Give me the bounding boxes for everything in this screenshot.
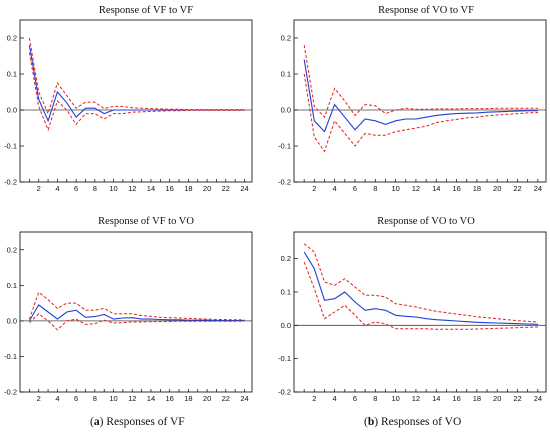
y-tick-label: 0.1 bbox=[281, 70, 291, 79]
x-tick-label: 12 bbox=[412, 184, 420, 193]
x-tick-label: 4 bbox=[333, 184, 337, 193]
y-tick-label: 0.1 bbox=[7, 70, 17, 79]
y-tick-label: -0.1 bbox=[278, 142, 291, 151]
y-tick-label: 0.0 bbox=[281, 321, 291, 330]
x-tick-label: 24 bbox=[240, 184, 248, 193]
chart-title: Response of VO to VF bbox=[378, 5, 474, 16]
x-tick-label: 18 bbox=[473, 394, 481, 403]
x-tick-label: 4 bbox=[333, 394, 337, 403]
x-tick-label: 18 bbox=[473, 184, 481, 193]
x-tick-label: 4 bbox=[55, 394, 59, 403]
chart-title: Response of VF to VF bbox=[99, 5, 193, 16]
response-line bbox=[303, 59, 538, 133]
x-tick-label: 16 bbox=[166, 394, 174, 403]
caption-a-label: a bbox=[93, 416, 100, 428]
chart-panel-3: Response of VF to VO-0.2-0.10.00.10.22 4 6… bbox=[4, 216, 253, 403]
upper-band-line bbox=[303, 45, 538, 119]
lower-band-line bbox=[303, 73, 538, 153]
x-tick-label: 16 bbox=[452, 184, 460, 193]
x-tick-label: 10 bbox=[109, 394, 117, 403]
chart-panel-4: Response of VO to VO-0.2-0.10.00.10.22 4 6… bbox=[278, 216, 547, 403]
chart-panel-1: Response of VF to VF-0.2-0.10.00.10.22 4 6… bbox=[4, 5, 253, 193]
x-tick-label: 14 bbox=[147, 184, 155, 193]
y-tick-label: 0.1 bbox=[7, 281, 17, 290]
x-tick-label: 6 bbox=[74, 394, 78, 403]
x-tick-label: 2 bbox=[312, 184, 316, 193]
x-tick-label: 22 bbox=[222, 394, 230, 403]
upper-band-line bbox=[303, 243, 538, 323]
x-tick-label: 8 bbox=[93, 394, 97, 403]
y-tick-label: 0.0 bbox=[281, 106, 291, 115]
x-tick-label: 10 bbox=[109, 184, 117, 193]
x-tick-label: 8 bbox=[373, 184, 377, 193]
caption-b-label: b bbox=[367, 416, 375, 428]
plot-frame bbox=[293, 231, 547, 393]
x-tick-label: 16 bbox=[452, 394, 460, 403]
x-tick-label: 20 bbox=[493, 184, 501, 193]
plot-frame bbox=[19, 231, 253, 393]
x-tick-label: 8 bbox=[93, 184, 97, 193]
x-tick-label: 24 bbox=[534, 184, 542, 193]
y-tick-label: -0.1 bbox=[4, 352, 17, 361]
x-tick-label: 12 bbox=[128, 184, 136, 193]
lower-band-line bbox=[28, 52, 245, 132]
x-tick-label: 18 bbox=[184, 184, 192, 193]
y-tick-label: 0.0 bbox=[7, 106, 17, 115]
caption-b: (b) Responses of VO bbox=[364, 416, 462, 428]
x-tick-label: 8 bbox=[373, 394, 377, 403]
x-tick-label: 20 bbox=[203, 394, 211, 403]
x-tick-label: 6 bbox=[74, 184, 78, 193]
x-tick-label: 14 bbox=[147, 394, 155, 403]
x-tick-label: 18 bbox=[184, 394, 192, 403]
plot-frame bbox=[293, 19, 547, 183]
x-tick-label: 10 bbox=[391, 184, 399, 193]
y-tick-label: 0.2 bbox=[281, 254, 291, 263]
x-tick-label: 24 bbox=[534, 394, 542, 403]
upper-band-line bbox=[28, 291, 245, 321]
x-tick-label: 22 bbox=[513, 394, 521, 403]
plot-frame bbox=[19, 19, 253, 183]
x-tick-label: 2 bbox=[37, 394, 41, 403]
y-tick-label: -0.1 bbox=[278, 354, 291, 363]
chart-title: Response of VO to VO bbox=[377, 216, 475, 227]
chart-title: Response of VF to VO bbox=[98, 216, 194, 227]
response-line bbox=[28, 304, 245, 322]
lower-band-line bbox=[303, 261, 538, 330]
x-tick-label: 22 bbox=[513, 184, 521, 193]
x-tick-label: 6 bbox=[353, 394, 357, 403]
x-tick-label: 20 bbox=[493, 394, 501, 403]
y-tick-label: 0.2 bbox=[281, 34, 291, 43]
y-tick-label: -0.1 bbox=[4, 142, 17, 151]
caption-a: (a) Responses of VF bbox=[90, 416, 185, 428]
caption-a-text: Responses of VF bbox=[106, 416, 185, 428]
x-tick-label: 4 bbox=[55, 184, 59, 193]
y-tick-label: -0.2 bbox=[4, 178, 17, 187]
caption-b-text: Responses of VO bbox=[380, 416, 462, 428]
x-tick-label: 22 bbox=[222, 184, 230, 193]
lower-band-line bbox=[29, 313, 245, 331]
x-tick-label: 12 bbox=[412, 394, 420, 403]
y-tick-label: 0.0 bbox=[7, 316, 17, 325]
chart-panel-2: Response of VO to VF-0.2-0.10.00.10.22 4 6… bbox=[278, 5, 547, 193]
x-tick-label: 20 bbox=[203, 184, 211, 193]
y-tick-label: 0.1 bbox=[281, 288, 291, 297]
y-tick-label: -0.2 bbox=[278, 388, 291, 397]
x-tick-label: 14 bbox=[432, 394, 440, 403]
x-tick-label: 2 bbox=[312, 394, 316, 403]
x-tick-label: 24 bbox=[240, 394, 248, 403]
y-tick-label: -0.2 bbox=[278, 178, 291, 187]
x-tick-label: 2 bbox=[37, 184, 41, 193]
upper-band-line bbox=[28, 37, 245, 116]
x-tick-label: 14 bbox=[432, 184, 440, 193]
x-tick-label: 10 bbox=[391, 394, 399, 403]
y-tick-label: 0.2 bbox=[7, 34, 17, 43]
y-tick-label: 0.2 bbox=[7, 245, 17, 254]
x-tick-label: 12 bbox=[128, 394, 136, 403]
x-tick-label: 6 bbox=[353, 184, 357, 193]
y-tick-label: -0.2 bbox=[4, 388, 17, 397]
x-tick-label: 16 bbox=[166, 184, 174, 193]
response-line bbox=[303, 251, 538, 325]
